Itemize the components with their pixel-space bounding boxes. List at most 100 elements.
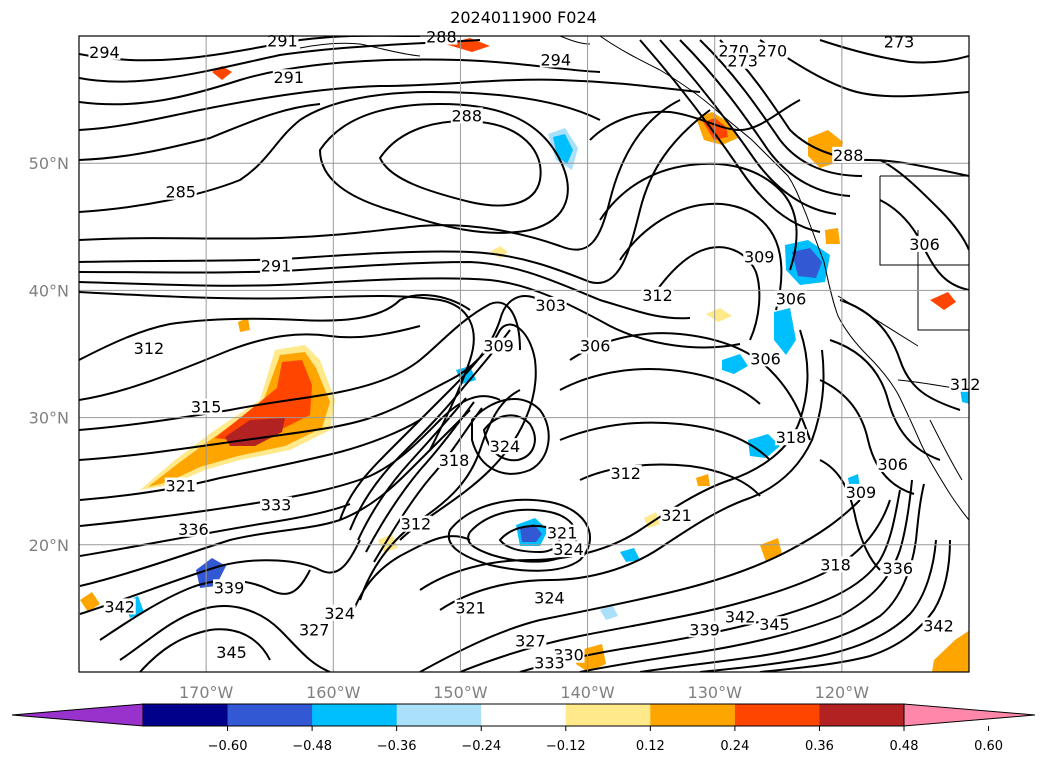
lon-tick-label: 160°W <box>306 683 361 702</box>
colorbar-swatch <box>481 704 567 726</box>
contour-label-text: 318 <box>776 428 807 447</box>
contour-label-bg <box>533 589 566 606</box>
contour-label: 312 <box>949 375 982 394</box>
contour-label-bg <box>755 42 788 59</box>
contour-label: 291 <box>272 68 305 87</box>
contour-label-bg <box>177 520 210 537</box>
contour-label: 312 <box>609 464 642 483</box>
colorbar-swatch <box>565 704 651 726</box>
contour-label-bg <box>552 541 585 558</box>
contour-label-bg <box>539 51 572 68</box>
contour-label-text: 306 <box>776 290 807 309</box>
colorbar-extend-low <box>11 703 144 727</box>
contour-label-text: 342 <box>725 608 756 627</box>
contour-label-text: 315 <box>191 398 222 417</box>
contour-label-text: 291 <box>261 257 292 276</box>
contour-label: 288 <box>425 28 458 47</box>
contour-label: 312 <box>399 515 432 534</box>
contour-label-bg <box>533 654 566 671</box>
contour-label-text: 273 <box>884 33 915 52</box>
contour-label: 318 <box>819 555 852 574</box>
contour-label-bg <box>488 438 521 455</box>
contour-label-text: 291 <box>274 68 305 87</box>
gridlines <box>79 36 969 672</box>
contour-label: 294 <box>88 43 121 62</box>
contour-label: 324 <box>323 604 356 623</box>
contour-label-text: 288 <box>426 28 457 47</box>
colorbar-swatch <box>819 704 905 726</box>
colorbar-tick-label: 0.24 <box>720 739 749 754</box>
contour-label-text: 339 <box>214 578 245 597</box>
contour-label-text: 324 <box>490 437 521 456</box>
contour-label-bg <box>749 350 782 367</box>
contour-label: 312 <box>641 286 674 305</box>
contour-label: 273 <box>883 33 916 52</box>
contour-label-bg <box>454 599 487 616</box>
contour-label-bg <box>482 337 515 354</box>
contour-label-bg <box>876 455 909 472</box>
contour-label: 285 <box>164 183 197 202</box>
contour-label-text: 321 <box>661 506 692 525</box>
contour-label-bg <box>88 43 121 60</box>
contour-label-text: 312 <box>134 339 165 358</box>
contour-label: 333 <box>533 653 566 672</box>
contour-label: 321 <box>164 477 197 496</box>
contour-label-text: 324 <box>553 540 584 559</box>
contour-label: 327 <box>298 620 331 639</box>
map-title: 2024011900 F024 <box>450 8 597 27</box>
contour-label-bg <box>546 524 579 541</box>
lat-tick-label: 40°N <box>29 281 69 300</box>
colorbar: −0.60 −0.48 −0.36 −0.24 −0.12 0.12 0.24 0.36 0.4… <box>11 703 1036 754</box>
colorbar-tick-label: 0.48 <box>890 739 919 754</box>
lat-tick-label: 50°N <box>29 154 69 173</box>
shaded-positive-anomalies <box>80 38 969 672</box>
contour-label-text: 309 <box>846 483 877 502</box>
lon-tick-label: 150°W <box>433 683 488 702</box>
contour-label: 309 <box>482 337 515 356</box>
contour-label-text: 294 <box>541 50 572 69</box>
contour-label-text: 333 <box>534 653 565 672</box>
contour-label-text: 309 <box>744 248 775 267</box>
contour-label-text: 339 <box>689 620 720 639</box>
contour-label-bg <box>922 617 955 634</box>
contour-label-text: 342 <box>923 616 954 635</box>
colorbar-tick-label: −0.48 <box>292 739 332 754</box>
contour-label-text: 309 <box>483 337 514 356</box>
contour-label: 342 <box>103 597 136 616</box>
contour-label: 336 <box>881 559 914 578</box>
contour-label-bg <box>272 69 305 86</box>
contour-label: 327 <box>514 632 547 651</box>
contour-label: 339 <box>688 620 721 639</box>
contour-label-bg <box>832 146 865 163</box>
colorbar-tick-label: 0.36 <box>805 739 834 754</box>
colorbar-outline <box>142 703 905 727</box>
contour-label-bg <box>609 464 642 481</box>
contour-label: 306 <box>749 349 782 368</box>
contour-label: 306 <box>579 337 612 356</box>
contour-label-text: 345 <box>216 643 247 662</box>
contour-label-bg <box>724 608 757 625</box>
contour-label-text: 294 <box>89 43 120 62</box>
contour-label-text: 321 <box>547 524 578 543</box>
contour-label-text: 273 <box>727 52 758 71</box>
contour-label-bg <box>758 616 791 633</box>
contour-label-bg <box>688 621 721 638</box>
colorbar-extend-high <box>903 703 1036 727</box>
contour-label-text: 312 <box>401 515 432 534</box>
contour-label-bg <box>819 556 852 573</box>
colorbar-swatch <box>143 704 229 726</box>
contour-label: 315 <box>190 398 223 417</box>
contour-label-text: 306 <box>909 235 940 254</box>
contour-label-text: 306 <box>750 349 781 368</box>
contour-label-text: 306 <box>580 337 611 356</box>
contour-label-bg <box>164 477 197 494</box>
contour-label-bg <box>908 235 941 252</box>
contour-label-text: 312 <box>950 375 981 394</box>
contour-label-text: 291 <box>267 31 298 50</box>
contour-label-bg <box>743 248 776 265</box>
contour-label-text: 336 <box>883 559 914 578</box>
colorbar-tick-label: −0.60 <box>208 739 248 754</box>
colorbar-swatch <box>312 704 398 726</box>
colorbar-tick-label: 0.60 <box>974 739 1003 754</box>
contour-label-text: 327 <box>515 632 546 651</box>
